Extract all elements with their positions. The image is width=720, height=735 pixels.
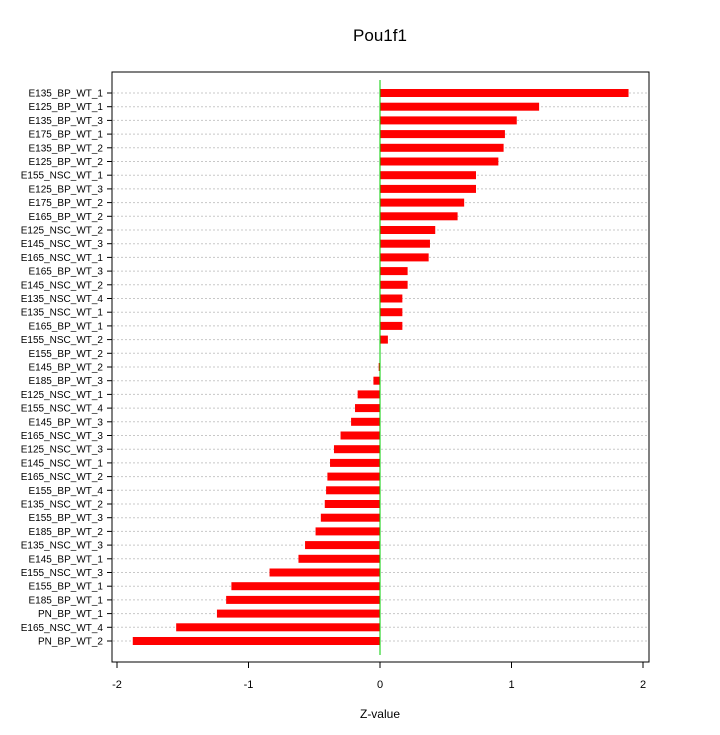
bar bbox=[305, 541, 380, 550]
category-label: E125_NSC_WT_1 bbox=[21, 390, 104, 401]
category-label: E155_NSC_WT_1 bbox=[21, 171, 104, 182]
category-label: E145_NSC_WT_1 bbox=[21, 458, 104, 469]
category-label: E155_BP_WT_1 bbox=[29, 582, 104, 593]
category-label: E165_BP_WT_3 bbox=[29, 267, 104, 278]
bar bbox=[380, 267, 408, 276]
category-label: E135_NSC_WT_4 bbox=[21, 294, 104, 305]
category-label: PN_BP_WT_1 bbox=[38, 609, 103, 620]
category-label: E125_BP_WT_1 bbox=[29, 102, 104, 113]
chart-title: Pou1f1 bbox=[353, 26, 407, 45]
bar bbox=[380, 280, 408, 289]
category-label: E175_BP_WT_1 bbox=[29, 130, 104, 141]
bar bbox=[324, 500, 380, 508]
bar bbox=[380, 157, 499, 166]
category-labels: E135_BP_WT_1 E125_BP_WT_1 E135_BP_WT_3 E175… bbox=[21, 89, 112, 648]
category-label: E145_BP_WT_2 bbox=[29, 363, 104, 374]
category-label: E135_BP_WT_1 bbox=[29, 89, 104, 100]
category-label: E155_BP_WT_2 bbox=[29, 349, 104, 360]
category-label: E145_BP_WT_3 bbox=[29, 417, 104, 428]
category-label: E125_BP_WT_3 bbox=[29, 184, 104, 195]
category-label: E125_BP_WT_2 bbox=[29, 157, 104, 168]
x-tick-label: 0 bbox=[377, 679, 383, 691]
bar bbox=[373, 376, 380, 385]
bar bbox=[132, 637, 380, 645]
category-label: E155_BP_WT_3 bbox=[29, 513, 104, 524]
bar bbox=[320, 513, 380, 522]
bar bbox=[357, 390, 380, 399]
bar bbox=[355, 404, 380, 413]
bar bbox=[333, 445, 380, 454]
x-axis: -2 -1 0 1 2 bbox=[112, 662, 646, 691]
category-label: E165_NSC_WT_1 bbox=[21, 253, 104, 264]
bar bbox=[298, 554, 380, 563]
bar bbox=[378, 363, 380, 371]
x-tick-label: -1 bbox=[244, 679, 254, 691]
bar bbox=[231, 582, 380, 591]
bar bbox=[330, 458, 380, 467]
category-label: E135_NSC_WT_2 bbox=[21, 500, 104, 511]
category-label: E175_BP_WT_2 bbox=[29, 198, 104, 209]
bar bbox=[380, 226, 436, 234]
bar bbox=[380, 239, 430, 248]
bar bbox=[380, 294, 403, 303]
category-label: E165_BP_WT_2 bbox=[29, 212, 104, 223]
category-label: E145_NSC_WT_3 bbox=[21, 239, 104, 250]
bar bbox=[176, 623, 380, 632]
x-tick-label: -2 bbox=[112, 679, 122, 691]
category-label: E165_NSC_WT_3 bbox=[21, 431, 104, 442]
bar bbox=[380, 116, 517, 125]
category-label: E135_NSC_WT_1 bbox=[21, 308, 104, 319]
bar bbox=[380, 184, 476, 193]
bar bbox=[380, 198, 465, 207]
bar bbox=[340, 431, 380, 440]
x-tick-label: 1 bbox=[508, 679, 514, 691]
bar bbox=[380, 89, 629, 97]
x-tick-label: 2 bbox=[640, 679, 646, 691]
bar bbox=[269, 568, 380, 577]
category-label: E135_NSC_WT_3 bbox=[21, 541, 104, 552]
category-label: E185_BP_WT_1 bbox=[29, 595, 104, 606]
category-label: E155_NSC_WT_4 bbox=[21, 404, 104, 415]
category-label: E165_BP_WT_1 bbox=[29, 321, 104, 332]
bar bbox=[326, 486, 380, 495]
category-label: E125_NSC_WT_3 bbox=[21, 445, 104, 456]
bar bbox=[351, 417, 380, 426]
bar bbox=[380, 308, 403, 317]
bar bbox=[226, 595, 380, 604]
category-label: E185_BP_WT_3 bbox=[29, 376, 104, 387]
category-label: E145_BP_WT_1 bbox=[29, 554, 104, 565]
bar bbox=[216, 609, 380, 618]
x-axis-label: Z-value bbox=[360, 707, 400, 721]
category-label: E135_BP_WT_3 bbox=[29, 116, 104, 127]
category-label: E165_NSC_WT_2 bbox=[21, 472, 104, 483]
bar bbox=[380, 335, 388, 344]
category-label: E125_NSC_WT_2 bbox=[21, 226, 104, 237]
category-label: E155_NSC_WT_2 bbox=[21, 335, 104, 346]
bar bbox=[380, 130, 505, 139]
bar bbox=[380, 102, 540, 111]
bar bbox=[315, 527, 380, 536]
bars bbox=[132, 89, 629, 645]
bar bbox=[380, 143, 504, 152]
category-label: E185_BP_WT_2 bbox=[29, 527, 104, 538]
category-label: E155_NSC_WT_3 bbox=[21, 568, 104, 579]
bar bbox=[380, 212, 458, 221]
bar bbox=[380, 253, 429, 262]
category-label: PN_BP_WT_2 bbox=[38, 637, 103, 648]
grid-lines bbox=[113, 92, 648, 642]
category-label: E145_NSC_WT_2 bbox=[21, 280, 104, 291]
category-label: E165_NSC_WT_4 bbox=[21, 623, 104, 634]
bar bbox=[380, 171, 476, 180]
category-label: E155_BP_WT_4 bbox=[29, 486, 104, 497]
category-label: E135_BP_WT_2 bbox=[29, 143, 104, 154]
bar bbox=[380, 321, 403, 330]
bar bbox=[327, 472, 380, 481]
